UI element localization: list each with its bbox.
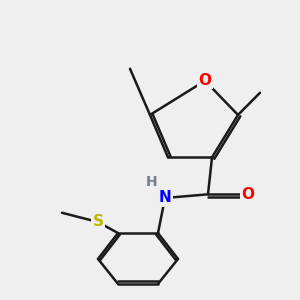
Text: H: H <box>146 175 158 189</box>
Text: S: S <box>92 214 104 230</box>
Text: O: O <box>242 187 254 202</box>
Text: N: N <box>159 190 171 206</box>
Text: O: O <box>199 73 212 88</box>
